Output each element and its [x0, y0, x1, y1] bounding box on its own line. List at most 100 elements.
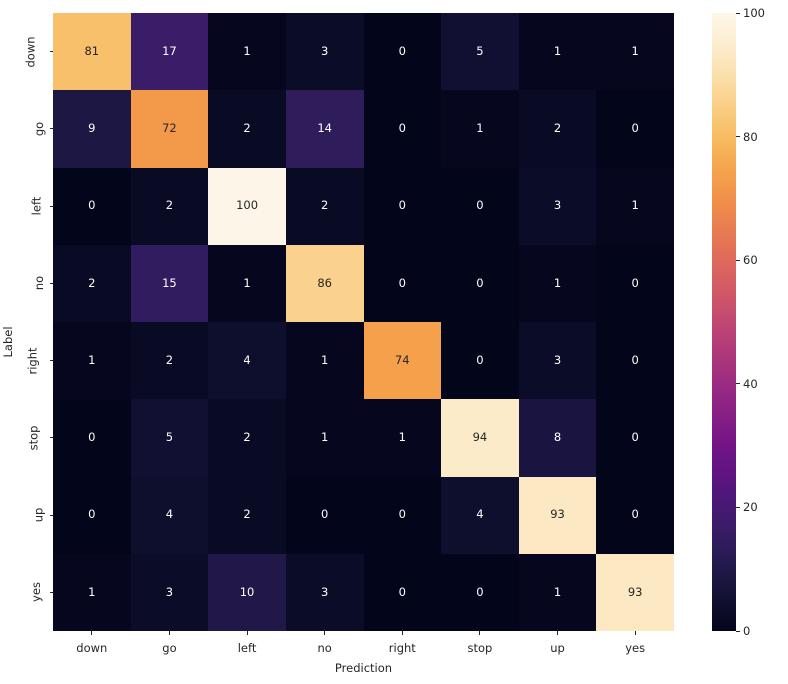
x-tick-down: down	[53, 631, 131, 657]
cell-value: 4	[243, 352, 251, 367]
y-tick-label: down	[23, 36, 38, 68]
heatmap-cell: 100	[208, 167, 286, 245]
y-tick-mark	[49, 51, 53, 53]
cell-value: 1	[553, 43, 562, 58]
x-tick-label: right	[388, 641, 416, 655]
cell-value: 14	[317, 121, 332, 136]
heatmap-cell: 0	[441, 167, 519, 245]
cell-value: 86	[317, 275, 332, 290]
y-tick-label: up	[31, 507, 46, 523]
colorbar-tick-mark	[736, 259, 740, 261]
heatmap-cell: 4	[208, 322, 286, 400]
heatmap-cell: 1	[285, 399, 364, 477]
heatmap-cell: 1	[518, 244, 597, 322]
cell-value: 0	[88, 198, 96, 213]
colorbar-tick-mark	[736, 630, 740, 632]
cell-value: 0	[321, 507, 329, 522]
heatmap-cell: 86	[285, 244, 364, 322]
cell-value: 3	[553, 352, 562, 367]
heatmap-cell: 5	[441, 13, 519, 91]
heatmap-cell: 0	[363, 167, 442, 245]
heatmap-cell: 1	[596, 167, 674, 245]
heatmap-cell: 4	[130, 476, 209, 554]
colorbar-gradient	[712, 13, 736, 631]
colorbar-tick-mark	[736, 383, 740, 385]
heatmap-cell: 2	[208, 476, 286, 554]
x-tick-left: left	[208, 631, 286, 657]
cell-value: 5	[476, 43, 484, 58]
colorbar-tick-label: 0	[743, 624, 751, 638]
heatmap-cell: 1	[518, 553, 597, 631]
heatmap-cell: 0	[441, 553, 519, 631]
y-tick-label: no	[31, 276, 46, 291]
cell-value: 0	[398, 507, 406, 522]
y-tick-mark	[49, 514, 53, 516]
heatmap-cell: 1	[208, 244, 286, 322]
cell-value: 0	[476, 198, 484, 213]
y-tick-down: down	[0, 13, 53, 90]
cell-value: 1	[553, 275, 562, 290]
heatmap-cell: 2	[130, 322, 209, 400]
cell-value: 0	[631, 121, 639, 136]
cell-value: 0	[476, 352, 484, 367]
heatmap-cell: 1	[441, 90, 519, 168]
heatmap-cell: 3	[130, 553, 209, 631]
cell-value: 93	[550, 507, 565, 522]
heatmap-cell: 4	[441, 476, 519, 554]
cell-value: 0	[398, 121, 406, 136]
heatmap-cell: 3	[518, 322, 597, 400]
colorbar-tick-mark	[736, 506, 740, 508]
heatmap-cell: 74	[363, 322, 442, 400]
cell-value: 1	[398, 430, 406, 445]
x-tick-yes: yes	[596, 631, 674, 657]
cell-value: 1	[631, 198, 639, 213]
cell-value: 3	[321, 584, 329, 599]
heatmap-cell: 2	[130, 167, 209, 245]
cell-value: 1	[631, 43, 639, 58]
cell-value: 81	[84, 43, 100, 58]
cell-value: 8	[553, 430, 562, 445]
cell-value: 2	[553, 121, 562, 136]
heatmap-cell: 0	[596, 90, 674, 168]
heatmap-cell: 3	[285, 553, 364, 631]
y-tick-label: go	[31, 121, 46, 137]
heatmap-grid: 81 17 1 3 0 5 1 1 9 72 2 14 0 1 2 0 0 2 100 2 0 0 3 1 2 15 1 86 0 0 1 0…	[53, 13, 674, 631]
cell-value: 17	[162, 43, 177, 58]
heatmap-cell: 0	[53, 476, 131, 554]
colorbar-tick-mark	[736, 12, 740, 14]
y-tick-mark	[49, 591, 53, 593]
cell-value: 2	[243, 430, 251, 445]
heatmap-cell: 1	[285, 322, 364, 400]
heatmap-cell: 9	[53, 90, 131, 168]
cell-value: 10	[239, 584, 255, 599]
x-tick-label: no	[317, 641, 332, 655]
cell-value: 2	[243, 507, 251, 522]
cell-value: 72	[162, 121, 177, 136]
colorbar-tick-label: 40	[743, 376, 758, 391]
colorbar-tick-mark	[736, 136, 740, 138]
y-tick-yes: yes	[0, 554, 53, 631]
cell-value: 1	[321, 430, 329, 445]
colorbar-tick-label: 80	[743, 129, 758, 144]
cell-value: 0	[398, 43, 406, 58]
cell-value: 2	[165, 352, 174, 367]
heatmap-cell: 1	[53, 553, 131, 631]
x-tick-mark	[91, 631, 93, 635]
heatmap-cell: 94	[441, 399, 519, 477]
x-tick-no: no	[286, 631, 364, 657]
cell-value: 1	[243, 275, 251, 290]
y-tick-label: left	[29, 196, 44, 216]
x-tick-label: down	[76, 641, 108, 655]
x-tick-mark	[324, 631, 326, 635]
heatmap-cell: 2	[208, 90, 286, 168]
y-tick-mark	[49, 128, 53, 130]
cell-value: 2	[165, 198, 174, 213]
y-tick-left: left	[0, 168, 53, 245]
cell-value: 15	[162, 275, 177, 290]
cell-value: 9	[88, 121, 96, 136]
y-tick-no: no	[0, 245, 53, 322]
heatmap-cell: 0	[363, 476, 442, 554]
heatmap-cell: 0	[363, 553, 442, 631]
x-tick-mark	[557, 631, 559, 635]
